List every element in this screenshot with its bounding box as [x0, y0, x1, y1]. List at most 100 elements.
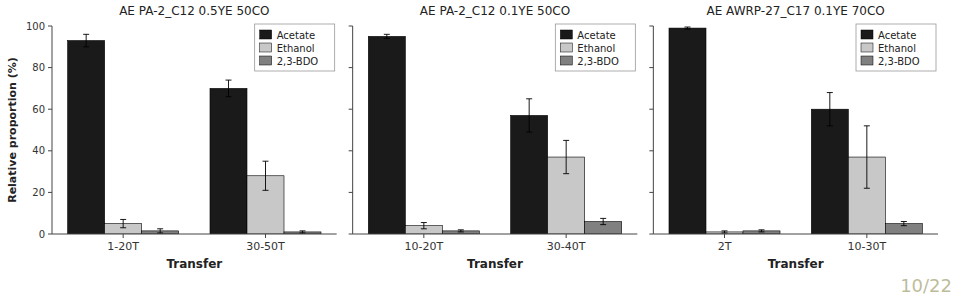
x-tick-label: 10-20T: [404, 240, 443, 253]
error-bar: [225, 80, 231, 97]
error-cap: [901, 225, 907, 226]
legend-label: Acetate: [577, 30, 615, 41]
legend-frame: [255, 24, 335, 71]
annotation: 10/22: [900, 275, 952, 296]
error-bar: [563, 140, 569, 173]
error-cap: [120, 219, 126, 220]
error-line: [566, 140, 567, 173]
legend-swatch: [560, 30, 572, 39]
y-tick-label: 0: [39, 229, 45, 240]
y-tick: [349, 150, 353, 151]
error-cap: [600, 224, 606, 225]
error-cap: [225, 96, 231, 97]
error-line: [86, 34, 87, 46]
legend-swatch: [861, 43, 873, 52]
error-line: [866, 126, 867, 188]
y-tick-label: 60: [32, 104, 45, 115]
error-bar: [684, 27, 690, 29]
bar: [68, 41, 105, 234]
error-cap: [563, 140, 569, 141]
x-tick-label: 30-40T: [547, 240, 586, 253]
error-cap: [827, 92, 833, 93]
bars: [368, 34, 621, 234]
error-bar: [263, 161, 269, 190]
error-cap: [384, 38, 390, 39]
error-cap: [83, 34, 89, 35]
y-tick: [48, 192, 52, 193]
error-cap: [157, 228, 163, 229]
legend-label: Ethanol: [577, 43, 615, 54]
y-label: Relative proportion (%): [6, 57, 19, 203]
error-cap: [526, 132, 532, 133]
legend: AcetateEthanol2,3-BDO: [856, 24, 936, 71]
y-axis-line: [653, 26, 654, 234]
x-label: Transfer: [768, 257, 824, 271]
title: AE PA-2_C12 0.5YE 50CO: [119, 4, 269, 18]
error-bar: [526, 99, 532, 132]
error-cap: [864, 125, 870, 126]
error-cap: [684, 27, 690, 28]
x-tick: [265, 234, 266, 238]
error-line: [423, 223, 424, 229]
error-line: [386, 34, 387, 38]
bar: [669, 28, 706, 234]
y-axis-line: [52, 26, 53, 234]
bars: [68, 34, 321, 234]
error-bar: [759, 230, 765, 232]
error-cap: [120, 227, 126, 228]
x-tick: [724, 234, 725, 238]
y-tick: [48, 109, 52, 110]
error-bar: [458, 230, 464, 232]
error-cap: [827, 125, 833, 126]
error-line: [903, 222, 904, 226]
title: AE PA-2_C12 0.1YE 50CO: [420, 4, 570, 18]
legend: AcetateEthanol2,3-BDO: [255, 24, 335, 71]
bar: [368, 36, 405, 234]
panel: 0204060801001-20T30-50TAE PA-2_C12 0.5YE…: [6, 4, 337, 271]
error-bar: [384, 34, 390, 38]
x-label: Transfer: [166, 257, 222, 271]
panel: 2T10-30TAE AWRP-27_C17 0.1YE 70COTransfe…: [649, 4, 952, 296]
x-tick-label: 2T: [718, 240, 732, 253]
error-line: [829, 93, 830, 126]
error-cap: [384, 34, 390, 35]
y-tick: [349, 67, 353, 68]
error-line: [160, 229, 161, 233]
error-cap: [526, 98, 532, 99]
legend-label: Acetate: [277, 30, 315, 41]
y-tick: [48, 26, 52, 27]
error-cap: [263, 161, 269, 162]
legend-swatch: [560, 43, 572, 52]
error-cap: [83, 46, 89, 47]
y-tick-label: 100: [26, 21, 45, 32]
x-label: Transfer: [467, 257, 523, 271]
error-bar: [421, 223, 427, 229]
x-axis-line: [353, 234, 638, 235]
y-tick-label: 80: [32, 62, 45, 73]
error-bar: [600, 218, 606, 224]
y-axis-line: [352, 26, 353, 234]
y-tick: [349, 192, 353, 193]
error-line: [603, 218, 604, 224]
x-tick: [123, 234, 124, 238]
x-axis-line: [653, 234, 938, 235]
error-cap: [600, 218, 606, 219]
error-cap: [684, 29, 690, 30]
error-cap: [563, 173, 569, 174]
error-cap: [225, 80, 231, 81]
y-tick: [649, 67, 653, 68]
error-cap: [722, 232, 728, 233]
y-tick: [649, 109, 653, 110]
y-tick: [48, 234, 52, 235]
error-bar: [901, 222, 907, 226]
y-tick: [48, 67, 52, 68]
error-bar: [864, 126, 870, 188]
chart: 0204060801001-20T30-50TAE PA-2_C12 0.5YE…: [0, 0, 960, 298]
error-cap: [300, 230, 306, 231]
legend-label: 2,3-BDO: [878, 56, 920, 67]
panel: 10-20T 30-40T AE PA-2_C12 0.1YE 50CO Transf…: [349, 4, 638, 271]
bars: [669, 27, 922, 234]
error-bar: [827, 93, 833, 126]
y-tick: [649, 234, 653, 235]
legend-swatch: [260, 30, 272, 39]
